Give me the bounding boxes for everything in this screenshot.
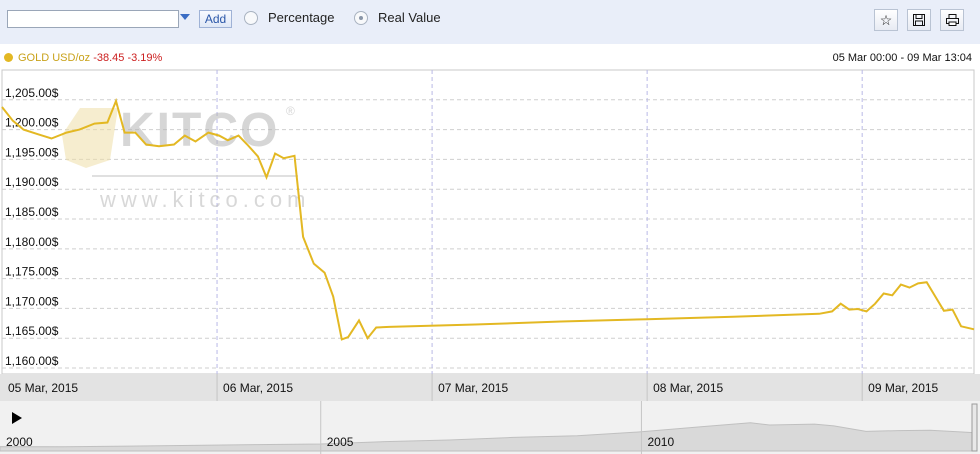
kitco-url-text: www.kitco.com — [99, 187, 310, 212]
gold-price-line — [1, 97, 975, 341]
symbol-combo-input[interactable] — [7, 10, 179, 28]
x-tick-labels: 05 Mar, 2015 06 Mar, 2015 07 Mar, 2015 08 M… — [8, 374, 939, 401]
navigator-year-label: 2010 — [647, 435, 674, 449]
navigator-year-label: 2000 — [6, 435, 33, 449]
x-tick-label: 09 Mar, 2015 — [868, 381, 938, 395]
add-button[interactable]: Add — [199, 10, 232, 28]
legend: GOLD USD/oz -38.45 -3.19% — [4, 52, 162, 64]
y-tick-label: 1,190.00$ — [5, 175, 59, 189]
star-icon[interactable]: ☆ — [874, 9, 898, 31]
y-tick-label: 1,175.00$ — [5, 265, 59, 279]
percentage-radio[interactable] — [244, 11, 258, 25]
legend-change-pct: -3.19% — [127, 52, 163, 64]
legend-change: -38.45 — [93, 52, 125, 64]
percentage-radio-label: Percentage — [268, 10, 335, 25]
navigator-year-lines: 2000 2005 2010 — [6, 401, 674, 454]
date-range-label: 05 Mar 00:00 - 09 Mar 13:04 — [832, 52, 972, 64]
save-icon[interactable] — [907, 9, 931, 31]
legend-series-name: GOLD USD/oz — [18, 52, 91, 64]
x-gridlines — [216, 70, 863, 374]
navigator-history-area — [0, 422, 976, 452]
y-tick-label: 1,205.00$ — [5, 86, 59, 100]
y-tick-label: 1,180.00$ — [5, 235, 59, 249]
y-gridlines — [2, 99, 974, 369]
x-tick-label: 05 Mar, 2015 — [8, 381, 78, 395]
y-tick-label: 1,185.00$ — [5, 205, 59, 219]
registered-mark: ® — [286, 104, 295, 118]
x-tick-label: 07 Mar, 2015 — [438, 381, 508, 395]
y-tick-label: 1,160.00$ — [5, 354, 59, 368]
y-tick-label: 1,195.00$ — [5, 145, 59, 159]
play-icon[interactable] — [12, 412, 22, 424]
y-tick-label: 1,165.00$ — [5, 324, 59, 338]
toolbar: Add Percentage Real Value ☆ — [0, 0, 980, 44]
real-value-radio[interactable] — [354, 11, 368, 25]
y-tick-label: 1,170.00$ — [5, 294, 59, 308]
real-value-radio-label: Real Value — [378, 10, 441, 25]
chevron-down-icon[interactable] — [180, 14, 190, 20]
x-axis-band — [0, 374, 980, 401]
print-icon[interactable] — [940, 9, 964, 31]
kitco-logo-text: KITCO — [120, 104, 279, 157]
series-color-dot — [4, 53, 13, 62]
x-tick-label: 08 Mar, 2015 — [653, 381, 723, 395]
navigator-range-handle[interactable] — [971, 403, 978, 452]
navigator-year-label: 2005 — [327, 435, 354, 449]
x-tick-label: 06 Mar, 2015 — [223, 381, 293, 395]
y-tick-label: 1,200.00$ — [5, 116, 59, 130]
